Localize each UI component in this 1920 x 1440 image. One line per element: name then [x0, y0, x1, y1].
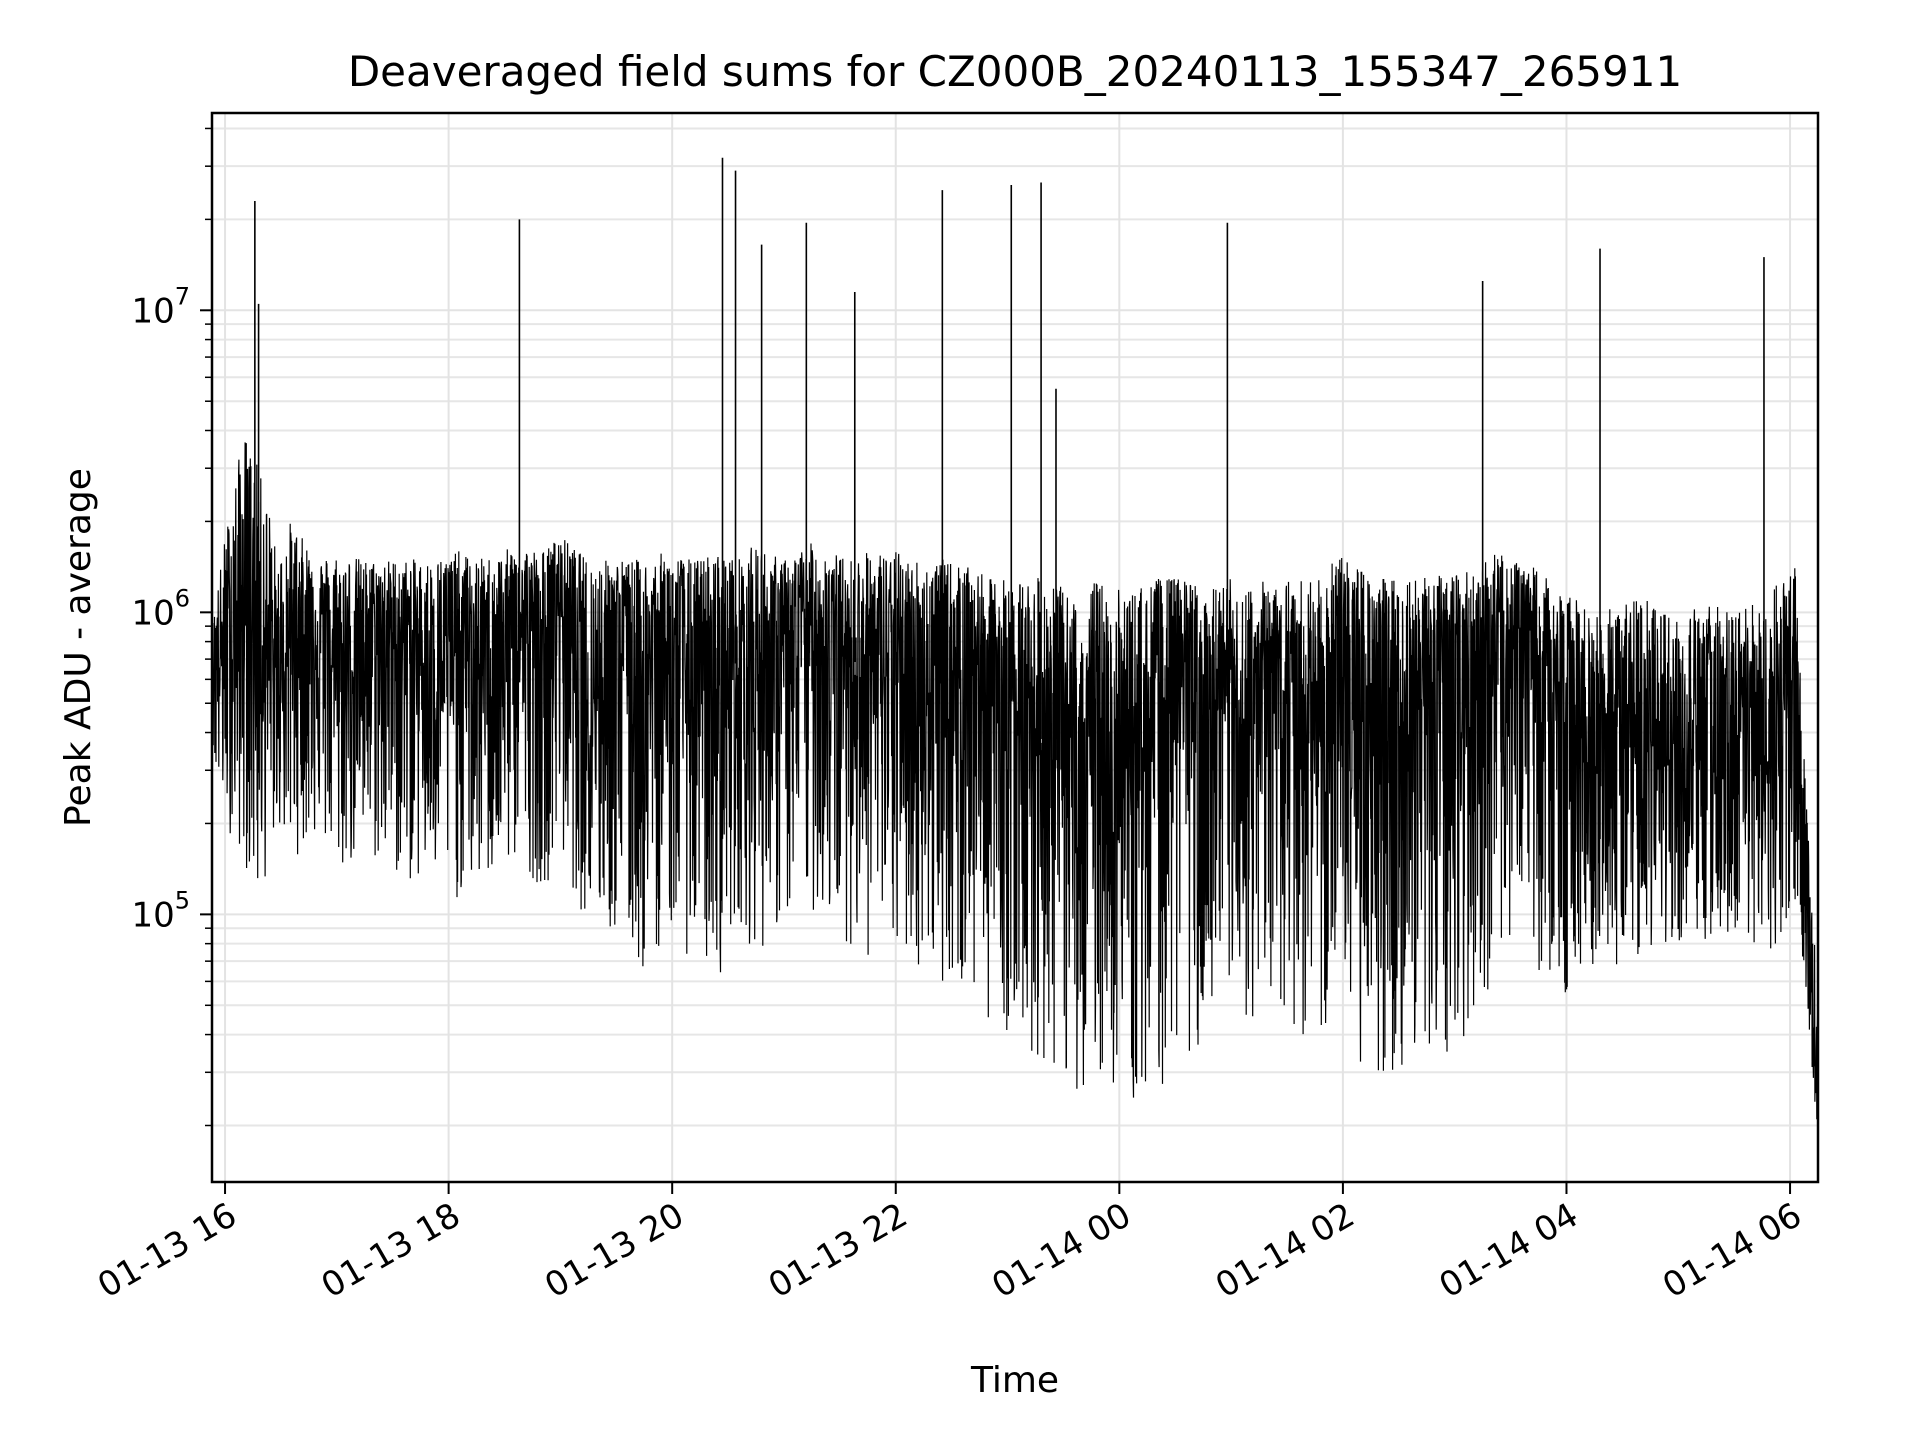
series-line	[211, 442, 1819, 1131]
plot-frame	[210, 111, 1820, 1184]
y-tick-exponent: 7	[175, 282, 190, 310]
y-tick-exponent: 6	[175, 584, 190, 612]
y-tick-base: 10	[131, 593, 174, 633]
y-tick-label: 105	[131, 886, 190, 935]
y-axis-label: Peak ADU - average	[58, 468, 99, 827]
y-tick-label: 106	[131, 584, 190, 633]
y-tick-base: 10	[131, 895, 174, 935]
y-tick-exponent: 5	[175, 886, 190, 914]
y-tick-label: 107	[131, 282, 190, 331]
x-axis-label: Time	[970, 1360, 1059, 1401]
chart-title: Deaveraged field sums for CZ000B_2024011…	[348, 47, 1682, 96]
data-layer	[211, 157, 1819, 1131]
y-tick-base: 10	[131, 291, 174, 331]
